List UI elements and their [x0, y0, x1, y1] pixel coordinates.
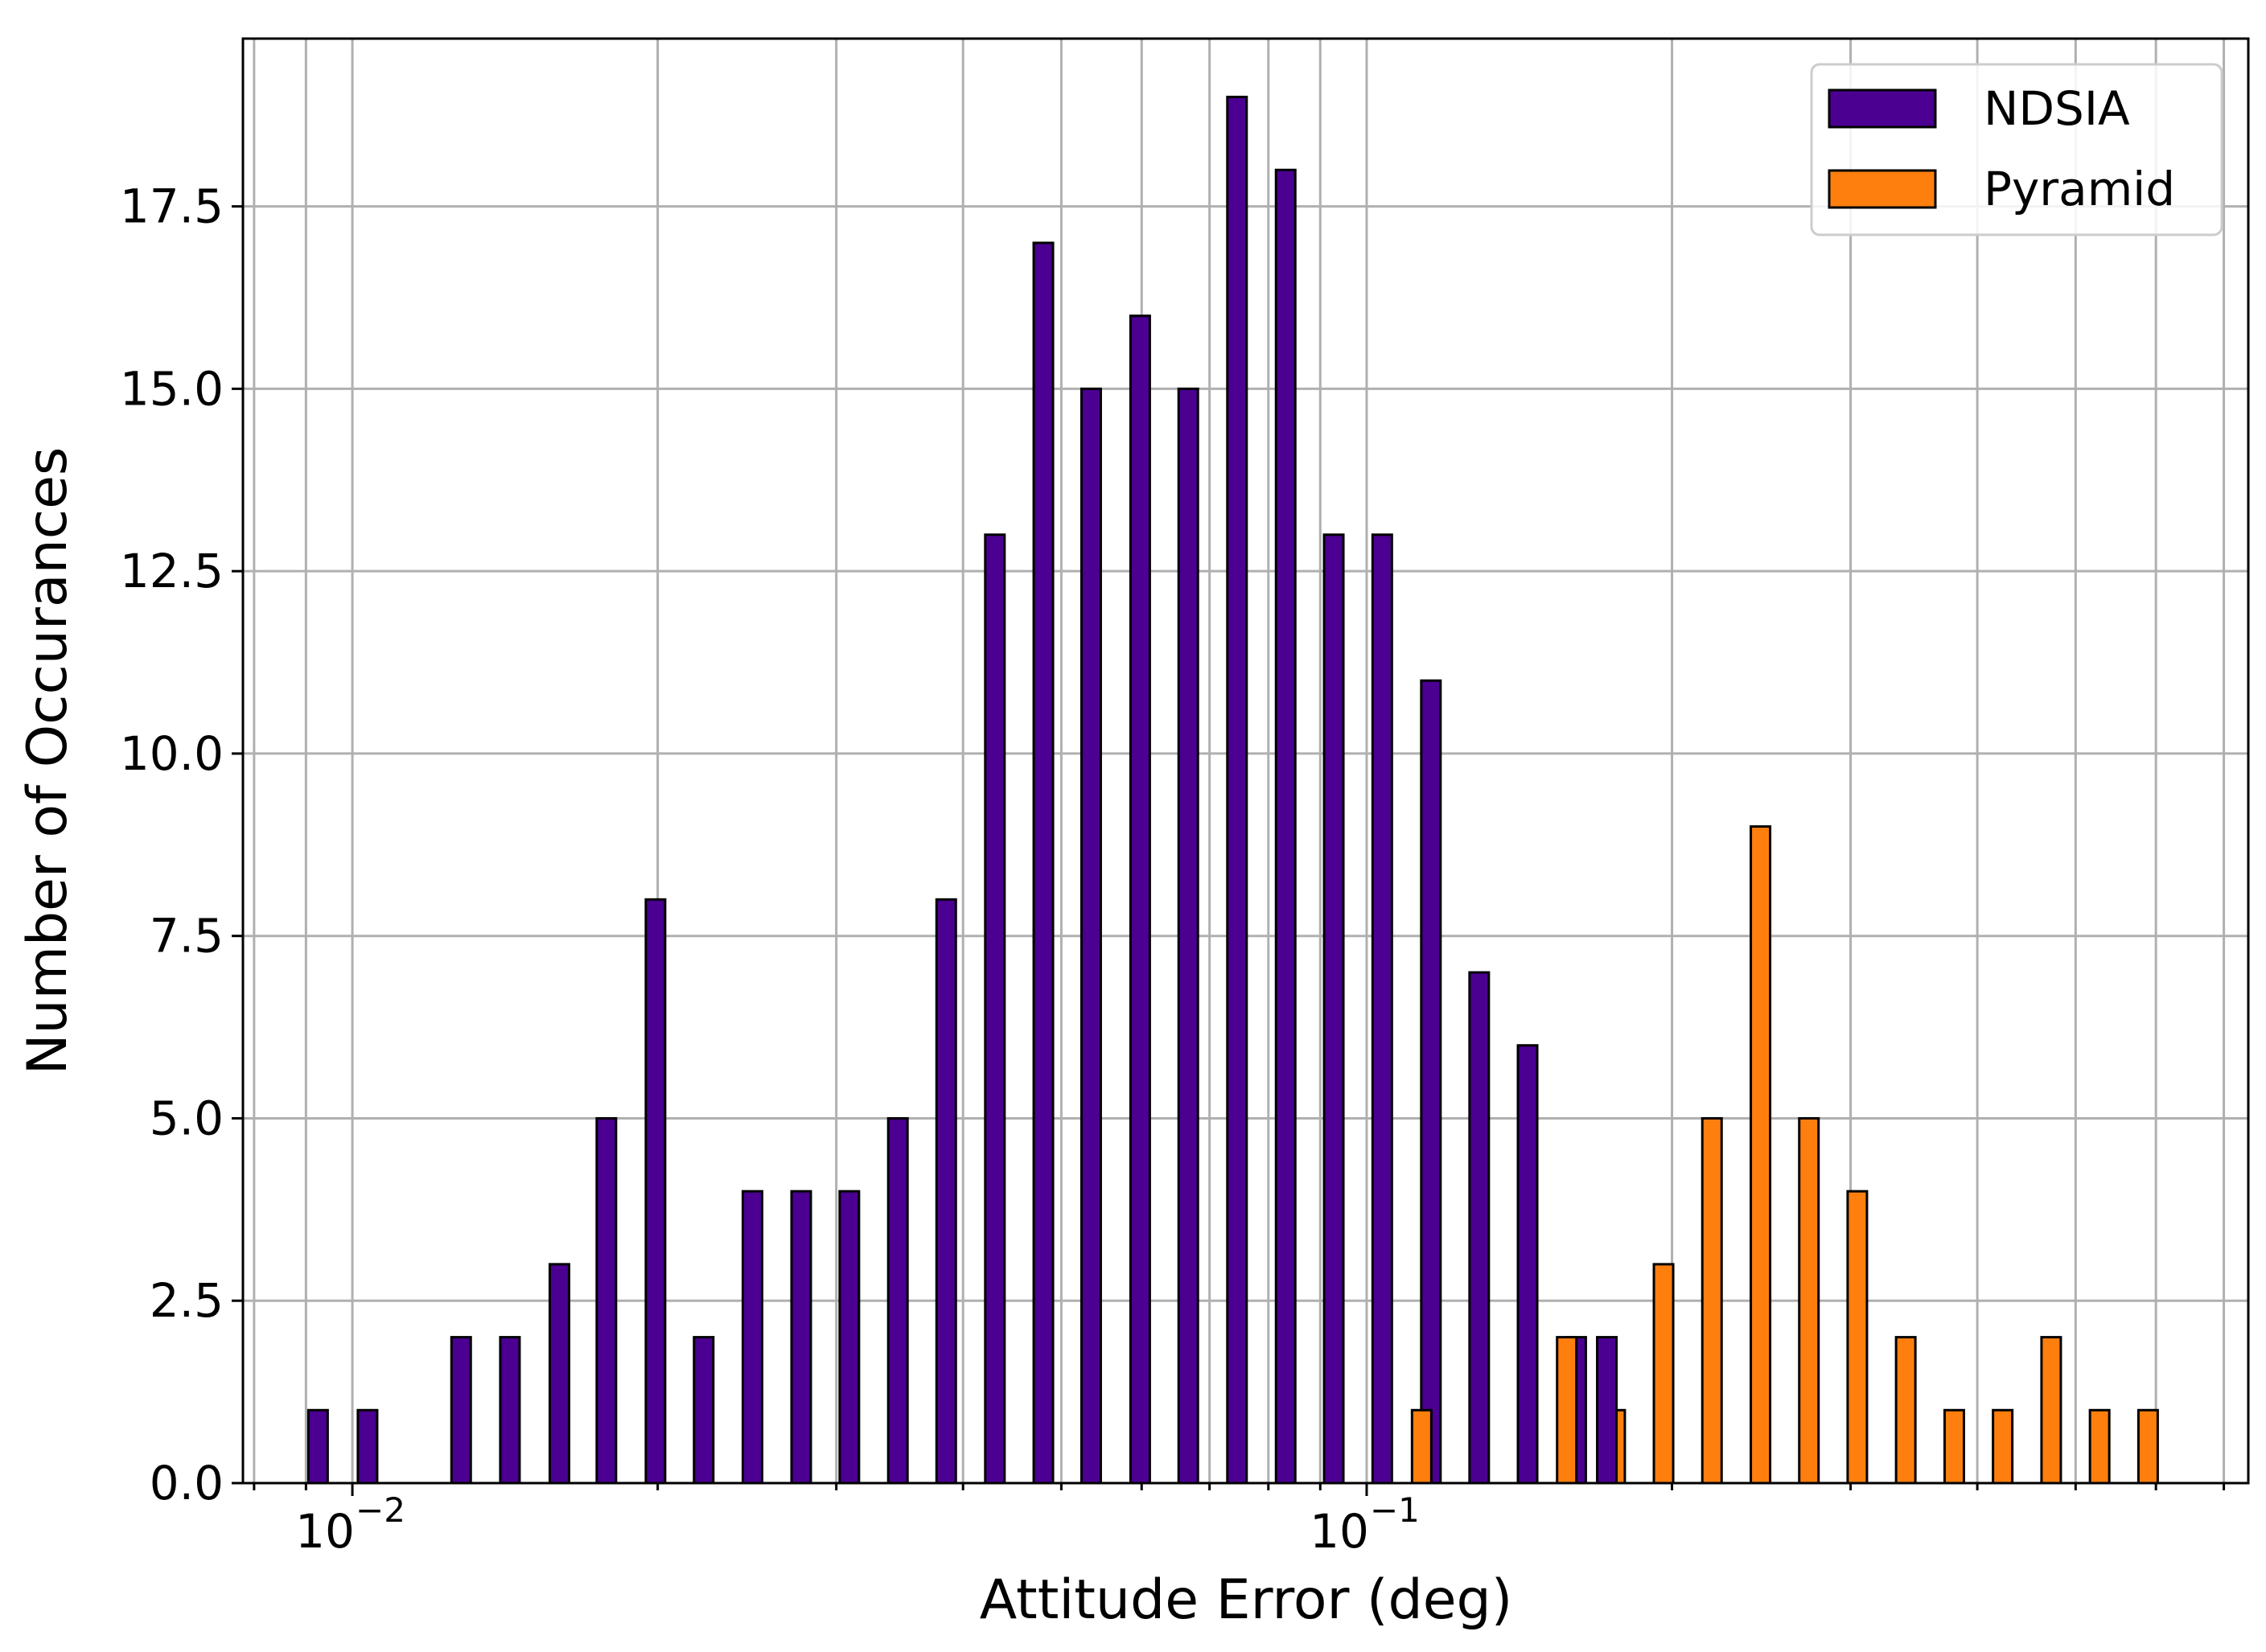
bar-ndsia — [1226, 96, 1248, 1485]
bar-ndsia — [356, 1408, 379, 1485]
bar-ndsia — [935, 898, 957, 1485]
bar-pyramid — [2088, 1408, 2111, 1485]
y-tick-label: 5.0 — [150, 1091, 224, 1145]
legend: NDSIA Pyramid — [1810, 63, 2223, 236]
bar-ndsia — [450, 1336, 472, 1485]
bar-ndsia — [1322, 533, 1345, 1485]
bar-ndsia — [1274, 168, 1297, 1485]
bar-pyramid — [1750, 825, 1772, 1485]
y-tick-label: 2.5 — [150, 1273, 224, 1328]
bar-ndsia — [306, 1408, 329, 1485]
x-axis: 10 −2 10 −1 — [253, 1483, 2226, 1559]
y-tick-label: 10.0 — [120, 726, 224, 781]
bar-pyramid — [1556, 1336, 1578, 1485]
bar-pyramid — [1846, 1190, 1869, 1485]
bar-ndsia — [886, 1116, 909, 1485]
bar-ndsia — [548, 1263, 570, 1485]
x-tick-exponent: −2 — [356, 1490, 405, 1530]
x-axis-label: Attitude Error (deg) — [980, 1568, 1513, 1632]
y-axis-label: Number of Occurances — [16, 447, 80, 1075]
bar-pyramid — [1992, 1408, 2014, 1485]
bar-ndsia — [644, 898, 667, 1485]
bar-pyramid — [1943, 1408, 1965, 1485]
bar-ndsia — [1129, 314, 1151, 1485]
bar-ndsia — [1371, 533, 1393, 1485]
x-tick-label: 10 — [1310, 1504, 1369, 1559]
legend-label-pyramid: Pyramid — [1984, 162, 2175, 216]
legend-swatch-ndsia — [1828, 88, 1937, 129]
bar-ndsia — [984, 533, 1006, 1485]
bar-ndsia — [838, 1190, 861, 1485]
y-tick-label: 0.0 — [150, 1456, 224, 1510]
x-tick-exponent: −1 — [1370, 1490, 1420, 1530]
x-tick-label: 10 — [295, 1504, 355, 1559]
legend-label-ndsia: NDSIA — [1984, 81, 2130, 136]
bar-ndsia — [693, 1336, 715, 1485]
y-tick-label: 7.5 — [150, 909, 224, 964]
bar-pyramid — [1410, 1408, 1433, 1485]
bar-ndsia — [1032, 241, 1055, 1485]
bar-ndsia — [1468, 971, 1491, 1485]
y-tick-label: 12.5 — [120, 544, 224, 598]
plot-frame — [241, 37, 2250, 1485]
bar-ndsia — [499, 1336, 521, 1485]
bar-pyramid — [2040, 1336, 2062, 1485]
bar-pyramid — [1652, 1263, 1675, 1485]
bar-pyramid — [2136, 1408, 2159, 1485]
y-axis: 0.0 2.5 5.0 7.5 10.0 12.5 15.0 17.5 — [120, 179, 243, 1510]
bar-ndsia — [790, 1190, 812, 1485]
legend-swatch-pyramid — [1828, 169, 1937, 209]
bar-ndsia — [1177, 387, 1199, 1485]
bar-ndsia — [1420, 679, 1442, 1485]
bar-ndsia — [595, 1116, 618, 1485]
bars — [306, 96, 2159, 1485]
bar-ndsia — [1596, 1336, 1618, 1485]
bar-ndsia — [741, 1190, 763, 1485]
bar-ndsia — [1516, 1044, 1539, 1485]
bar-pyramid — [1701, 1116, 1723, 1485]
bar-ndsia — [1080, 387, 1102, 1485]
bar-pyramid — [1894, 1336, 1917, 1485]
y-tick-label: 15.0 — [120, 361, 224, 416]
y-tick-label: 17.5 — [120, 179, 224, 234]
bar-pyramid — [1798, 1116, 1820, 1485]
